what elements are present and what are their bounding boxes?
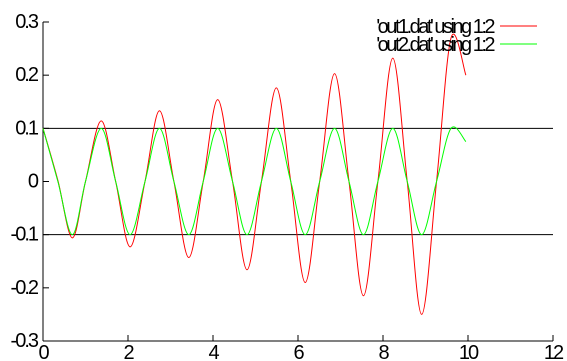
- x-tick-label: 6: [293, 342, 304, 361]
- y-tick-label: 0: [28, 171, 39, 193]
- y-tick-label: -0.3: [11, 330, 39, 352]
- y-tick-label: 0.2: [15, 64, 39, 86]
- y-tick-label: -0.2: [11, 277, 39, 299]
- y-tick-label: 0.3: [15, 11, 39, 33]
- axis-ticks: 0 2 4 6 8 10 12 -0.3 -0.2 -0.1 0 0.1 0.2 0.3: [11, 11, 566, 361]
- legend-label-1: 'out1.dat' using 1:2: [376, 16, 495, 38]
- series-line-1: [42, 33, 467, 315]
- series-line-2: [42, 126, 467, 236]
- legend: 'out1.dat' using 1:2'out2.dat' using 1:2: [376, 16, 537, 56]
- legend-label-2: 'out2.dat' using 1:2: [376, 34, 495, 56]
- x-tick-label: 0: [38, 342, 49, 361]
- y-tick-label: 0.1: [15, 117, 39, 139]
- x-tick-label: 10: [459, 342, 479, 361]
- plot-frame: [42, 22, 553, 342]
- series-layer: [42, 33, 467, 315]
- x-tick-label: 2: [123, 342, 134, 361]
- reference-lines: [43, 127, 553, 236]
- x-tick-label: 12: [544, 342, 564, 361]
- y-tick-label: -0.1: [11, 224, 39, 246]
- x-tick-label: 4: [208, 342, 219, 361]
- x-tick-label: 8: [378, 342, 389, 361]
